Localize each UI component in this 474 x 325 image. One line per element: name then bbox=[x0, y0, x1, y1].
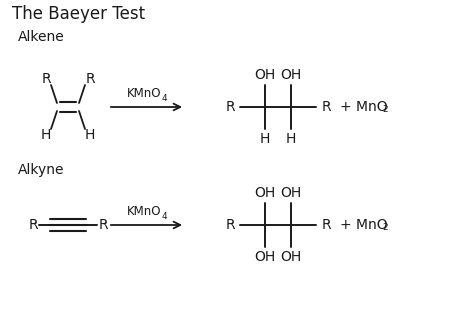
Text: R: R bbox=[225, 218, 235, 232]
Text: KMnO: KMnO bbox=[127, 205, 162, 218]
Text: R: R bbox=[225, 100, 235, 114]
Text: OH: OH bbox=[255, 186, 275, 200]
Text: 4: 4 bbox=[162, 212, 167, 221]
Text: 2: 2 bbox=[382, 224, 388, 232]
Text: R: R bbox=[321, 100, 331, 114]
Text: R: R bbox=[85, 72, 95, 86]
Text: + MnO: + MnO bbox=[340, 100, 388, 114]
Text: The Baeyer Test: The Baeyer Test bbox=[12, 5, 145, 23]
Text: H: H bbox=[286, 132, 296, 146]
Text: H: H bbox=[85, 128, 95, 142]
Text: Alkyne: Alkyne bbox=[18, 163, 64, 177]
Text: OH: OH bbox=[281, 186, 301, 200]
Text: OH: OH bbox=[281, 68, 301, 82]
Text: R: R bbox=[98, 218, 108, 232]
Text: H: H bbox=[260, 132, 270, 146]
Text: R: R bbox=[321, 218, 331, 232]
Text: 2: 2 bbox=[382, 106, 388, 114]
Text: R: R bbox=[28, 218, 38, 232]
Text: R: R bbox=[41, 72, 51, 86]
Text: OH: OH bbox=[255, 250, 275, 264]
Text: Alkene: Alkene bbox=[18, 30, 65, 44]
Text: 4: 4 bbox=[162, 94, 167, 103]
Text: H: H bbox=[41, 128, 51, 142]
Text: OH: OH bbox=[255, 68, 275, 82]
Text: + MnO: + MnO bbox=[340, 218, 388, 232]
Text: KMnO: KMnO bbox=[127, 87, 162, 100]
Text: OH: OH bbox=[281, 250, 301, 264]
